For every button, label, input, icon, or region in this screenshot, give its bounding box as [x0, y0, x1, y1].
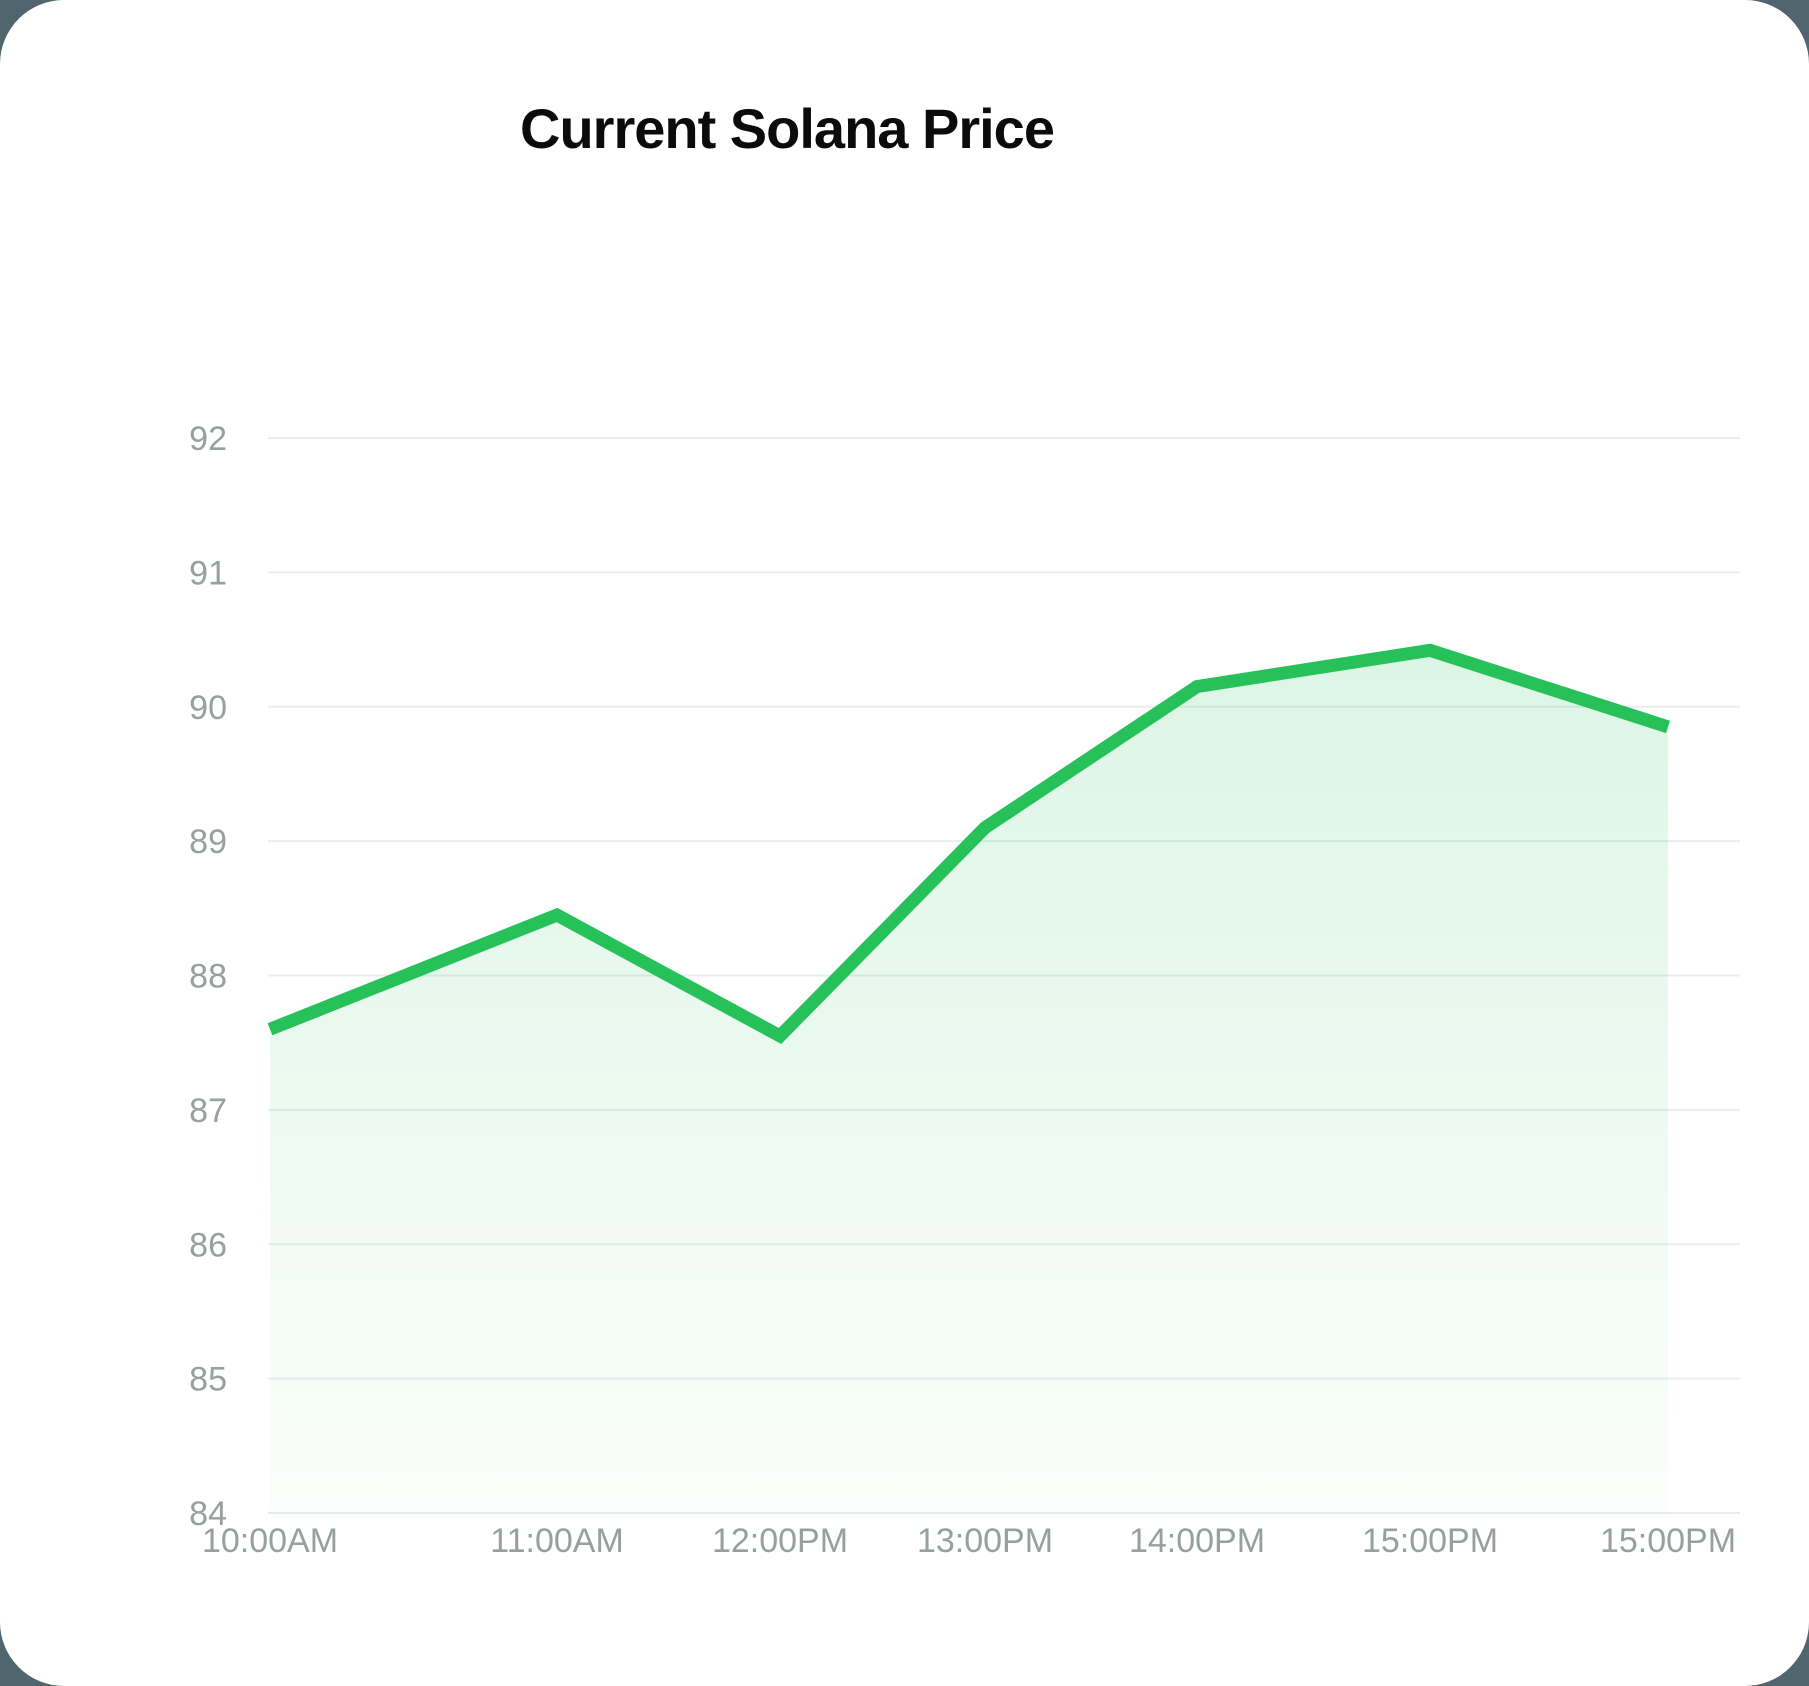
y-axis-tick-label: 88 — [189, 958, 227, 996]
price-area-fill — [270, 650, 1668, 1513]
x-axis-tick-label: 15:00PM — [1362, 1522, 1498, 1560]
price-line — [267, 643, 1670, 1045]
y-axis-tick-label: 84 — [189, 1495, 227, 1533]
x-axis-tick-label: 10:00AM — [202, 1522, 338, 1560]
x-axis-labels: 10:00AM 11:00AM 12:00PM 13:00PM 14:00PM 15:00… — [202, 1522, 1736, 1560]
x-axis-tick-label: 13:00PM — [917, 1522, 1053, 1560]
y-axis-tick-label: 90 — [189, 689, 227, 727]
chart-title: Current Solana Price — [520, 97, 1055, 160]
y-axis-tick-label: 92 — [189, 420, 227, 458]
x-axis-tick-label: 11:00AM — [490, 1522, 624, 1560]
x-axis-tick-label: 15:00PM — [1600, 1522, 1736, 1560]
y-axis-labels: 92 91 90 89 88 87 86 85 84 — [189, 420, 227, 1533]
y-axis-tick-label: 87 — [189, 1092, 227, 1130]
x-axis-tick-label: 14:00PM — [1129, 1522, 1265, 1560]
y-axis-tick-label: 89 — [189, 823, 227, 861]
y-axis-tick-label: 85 — [189, 1361, 227, 1399]
x-axis-tick-label: 12:00PM — [712, 1522, 848, 1560]
y-axis-tick-label: 86 — [189, 1226, 227, 1264]
y-axis-tick-label: 91 — [189, 554, 227, 592]
